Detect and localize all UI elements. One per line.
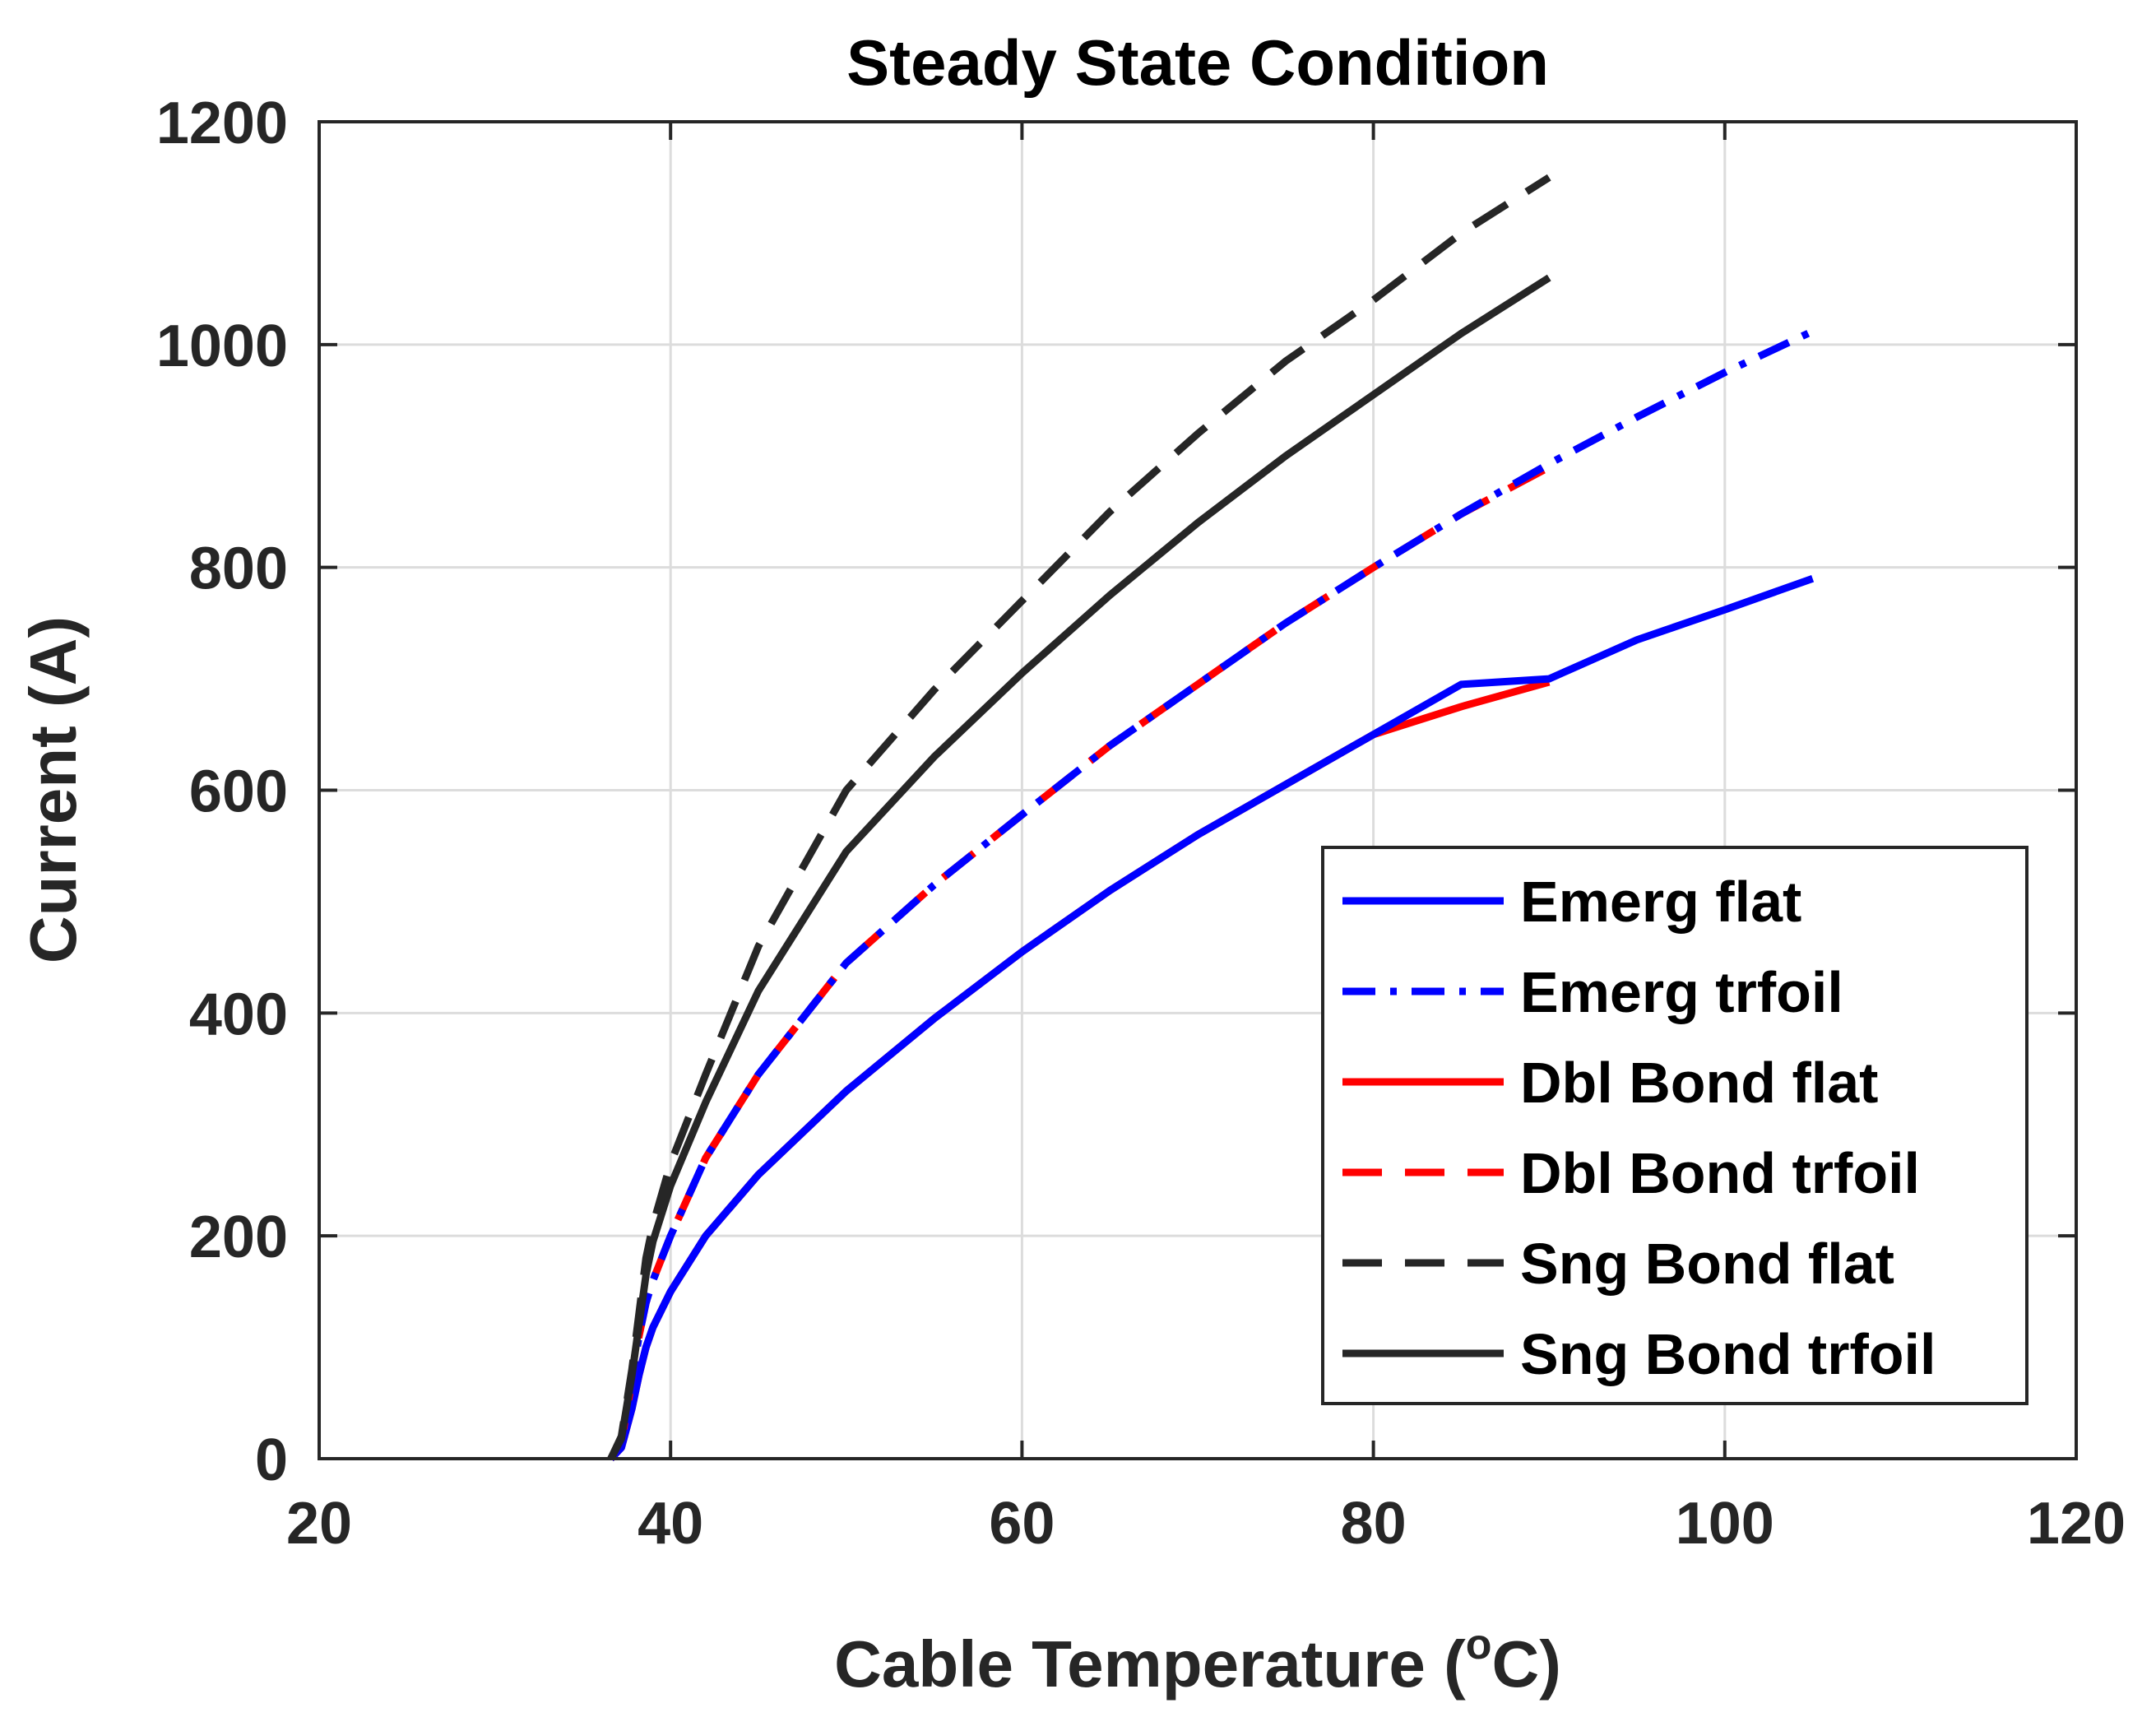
legend-label: Dbl Bond flat [1520,1051,1878,1115]
x-axis-label-degree: o [1466,1621,1492,1668]
legend-label: Dbl Bond trfoil [1520,1141,1920,1205]
x-tick-label: 60 [989,1491,1055,1557]
x-tick-label: 20 [286,1491,352,1557]
x-axis-label-unit: C) [1491,1627,1560,1701]
legend-items: Emerg flat Emerg trfoil Dbl Bond flat Dbl B… [1342,870,1936,1386]
y-tick-label: 200 [189,1204,288,1270]
legend-label: Emerg flat [1520,870,1801,934]
legend-label: Sng Bond trfoil [1520,1322,1936,1386]
x-tick-label: 80 [1341,1491,1407,1557]
series-line-sng-bond-flat [607,174,1551,1460]
x-axis-label: Cable Temperature (oC) [834,1621,1561,1701]
y-tick-label: 600 [189,759,288,825]
ticks [318,120,2078,1460]
x-axis-label-text: Cable Temperature ( [834,1627,1466,1701]
x-tick-label: 40 [638,1491,703,1557]
y-tick-label: 0 [255,1427,288,1493]
y-tick-label: 400 [189,982,288,1047]
x-tick-label: 100 [1676,1491,1774,1557]
y-axis-label: Current (A) [16,616,90,963]
legend-label: Emerg trfoil [1520,960,1843,1024]
plot-area [607,174,1815,1462]
legend-label: Sng Bond flat [1520,1232,1894,1296]
series-line-emerg-flat [608,574,1815,1462]
x-tick-label: 120 [2027,1491,2126,1557]
chart-title: Steady State Condition [846,26,1549,99]
y-tick-label: 1000 [156,313,288,379]
y-tick-label: 800 [189,536,288,602]
grid [318,120,2078,1460]
legend: Emerg flat Emerg trfoil Dbl Bond flat Dbl B… [1321,846,2028,1405]
y-tick-label: 1200 [156,90,288,156]
legend-box [1321,846,2028,1405]
